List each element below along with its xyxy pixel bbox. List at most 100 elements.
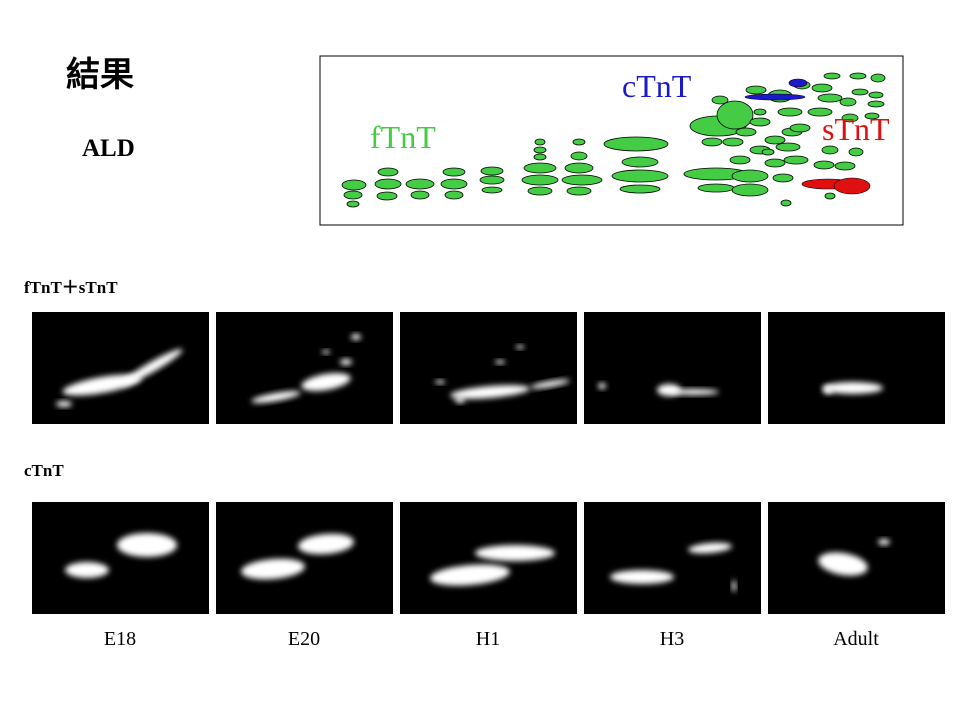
gel-spot <box>783 155 809 165</box>
gel-spot <box>611 169 669 183</box>
gel-spot <box>772 173 794 183</box>
gel-band <box>298 533 354 555</box>
gel-spot <box>823 72 841 80</box>
gel-spot <box>527 186 553 196</box>
gel-band <box>610 570 674 584</box>
gel-band <box>732 580 736 592</box>
gel-spot <box>764 135 786 145</box>
gel-image <box>584 312 761 424</box>
gel-spot <box>745 85 767 95</box>
gel-image <box>400 312 577 424</box>
gel-image <box>584 502 761 614</box>
gel-band <box>322 350 330 354</box>
gel-spot <box>851 88 869 96</box>
gel-spot <box>572 138 586 146</box>
gel-spot <box>753 108 767 116</box>
slide-title: 結果 <box>66 55 134 95</box>
gel-spot <box>849 72 867 80</box>
gel-spot <box>821 145 839 155</box>
gel-band <box>435 380 445 384</box>
gel-band <box>818 552 868 576</box>
gel-spot <box>444 190 464 200</box>
gel-band <box>669 389 719 395</box>
gel-band <box>688 542 732 554</box>
gel-spot <box>523 162 557 174</box>
gel-diagram <box>319 55 904 226</box>
gel-spot <box>775 142 801 152</box>
gel-spot <box>839 97 857 107</box>
gel-spot <box>479 175 505 185</box>
gel-band <box>530 379 570 389</box>
gel-spot <box>440 178 468 190</box>
gel-spot <box>870 73 886 83</box>
gel-band <box>430 564 510 586</box>
gel-spot <box>817 93 843 103</box>
ctnt-spot <box>744 93 806 101</box>
gel-band <box>495 360 505 364</box>
gel-spot <box>735 127 757 137</box>
gel-spot <box>521 174 559 186</box>
gel-image <box>216 502 393 614</box>
stnt-spot <box>833 177 871 195</box>
column-label: H3 <box>660 628 684 650</box>
gel-spot <box>729 155 751 165</box>
gel-band <box>598 383 606 389</box>
gel-band <box>455 397 465 403</box>
gel-band <box>450 385 530 399</box>
gel-spot <box>731 169 769 183</box>
gel-spot <box>697 183 735 193</box>
gel-spot <box>780 199 792 207</box>
gel-spot <box>376 191 398 201</box>
gel-spot <box>564 162 594 174</box>
gel-spot <box>764 158 786 168</box>
column-label: E18 <box>104 628 136 650</box>
gel-band <box>251 391 301 403</box>
diagram-label: sTnT <box>822 111 890 147</box>
gel-band <box>475 545 555 561</box>
ctnt-spot <box>788 78 808 88</box>
gel-spot <box>341 179 367 191</box>
gel-spot <box>731 183 769 197</box>
gel-images: E18 E20 H1 H3 Adult <box>32 312 945 650</box>
gel-spot <box>343 190 363 200</box>
gel-band <box>516 345 524 349</box>
gel-image <box>32 502 209 614</box>
row-label: fTnT＋sTnT <box>24 278 118 297</box>
gel-spot <box>480 166 504 176</box>
gel-spot <box>374 178 402 190</box>
row-label: cTnT <box>24 461 64 480</box>
gel-spot <box>811 83 833 93</box>
gel-spot <box>570 151 588 161</box>
gel-band <box>823 386 833 394</box>
gel-spot <box>848 147 864 157</box>
gel-spot <box>603 136 669 152</box>
diagram-label: fTnT <box>370 119 436 155</box>
gel-image <box>32 312 209 424</box>
gel-spot <box>841 113 859 123</box>
gel-spot <box>481 186 503 194</box>
gel-spot <box>442 167 466 177</box>
gel-spot <box>807 107 833 117</box>
gel-band <box>878 539 890 545</box>
gel-band <box>121 348 183 386</box>
gel-spot <box>834 161 856 171</box>
gel-spot <box>749 117 771 127</box>
gel-spot <box>533 146 547 154</box>
gel-spot <box>824 192 836 200</box>
gel-spot <box>716 100 754 130</box>
gel-band <box>823 382 883 394</box>
gel-band <box>65 562 109 578</box>
gel-spot <box>813 160 835 170</box>
gel-spot <box>533 153 547 161</box>
gel-band <box>241 558 305 580</box>
slide-subtitle: ALD <box>82 135 135 162</box>
gel-band <box>56 401 72 407</box>
gel-spot <box>864 112 880 120</box>
diagram-label: cTnT <box>622 68 692 104</box>
gel-spot <box>711 95 729 105</box>
gel-image <box>216 312 393 424</box>
gel-spot <box>722 137 744 147</box>
gel-spot <box>405 178 435 190</box>
gel-band <box>340 359 352 365</box>
